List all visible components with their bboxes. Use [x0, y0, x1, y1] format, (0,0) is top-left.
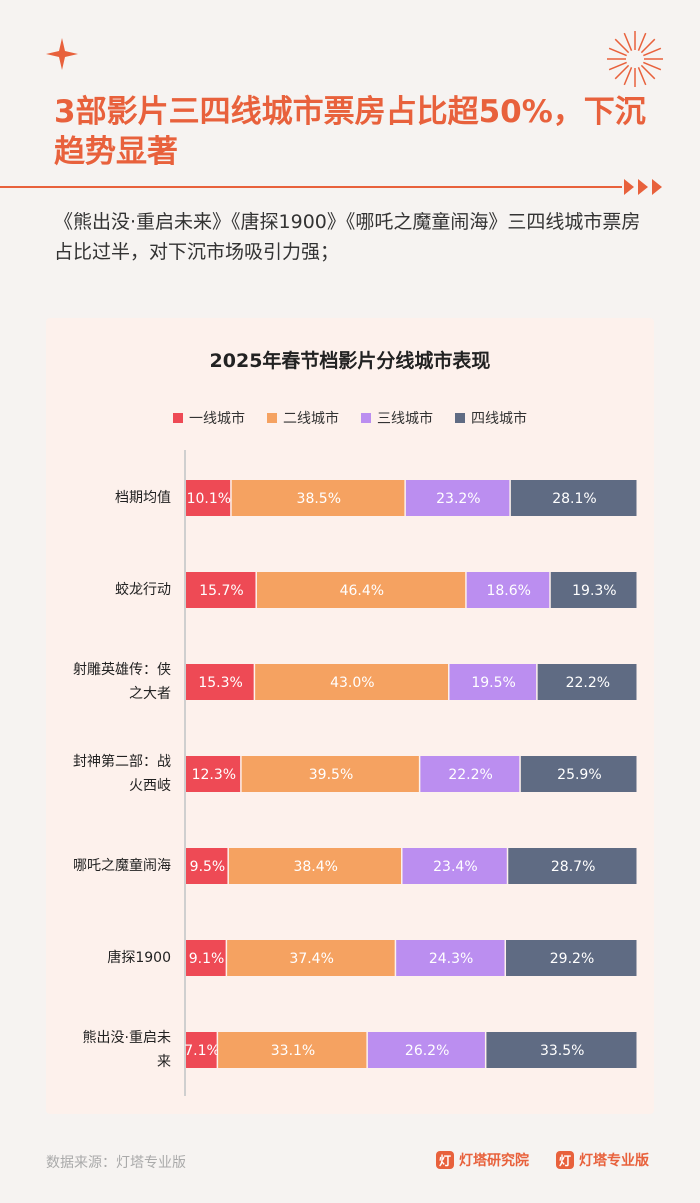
- category-label: 封神第二部：战: [73, 753, 171, 770]
- data-label: 25.9%: [557, 767, 601, 783]
- bar-segment: [508, 848, 637, 884]
- category-label: 来: [157, 1054, 171, 1070]
- data-label: 9.1%: [189, 951, 225, 967]
- data-source: 数据来源：灯塔专业版: [46, 1155, 186, 1171]
- bar-segment: [231, 480, 405, 516]
- bar-segment: [486, 1032, 637, 1068]
- bar-segment: [520, 756, 637, 792]
- legend-item: 三线城市: [361, 408, 433, 428]
- bar-segment: [256, 572, 466, 608]
- bar-segment: [449, 664, 537, 700]
- data-label: 19.3%: [572, 583, 616, 599]
- legend-swatch: [267, 413, 277, 423]
- bar-segment: [186, 572, 256, 608]
- data-label: 15.7%: [199, 583, 243, 599]
- data-label: 22.2%: [566, 675, 610, 691]
- bar-segment: [255, 664, 449, 700]
- bar-segment: [227, 940, 395, 976]
- data-label: 33.5%: [540, 1043, 584, 1059]
- bar-segment: [186, 1032, 217, 1068]
- bar-segment: [228, 848, 402, 884]
- bar-segment: [186, 480, 231, 516]
- data-label: 18.6%: [486, 583, 530, 599]
- data-label: 43.0%: [330, 675, 374, 691]
- divider-line: [0, 186, 622, 188]
- bar-segment: [550, 572, 637, 608]
- lighthouse-icon: 灯: [556, 1151, 574, 1169]
- bar-segment: [186, 664, 254, 700]
- logo-research-label: 灯塔研究院: [459, 1153, 529, 1169]
- category-label: 射雕英雄传：侠: [73, 661, 171, 678]
- bar-segment: [186, 940, 226, 976]
- bar-segment: [396, 940, 505, 976]
- bar-segment: [186, 848, 228, 884]
- triple-arrow-icon: [624, 179, 662, 195]
- category-label: 档期均值: [115, 490, 171, 506]
- data-label: 26.2%: [405, 1043, 449, 1059]
- legend-swatch: [361, 413, 371, 423]
- data-label: 23.2%: [436, 491, 480, 507]
- sparkle-icon: [46, 38, 78, 70]
- page-subtitle: 《熊出没·重启未来》《唐探1900》《哪吒之魔童闹海》三四线城市票房占比过半，对…: [54, 211, 641, 263]
- bar-segment: [402, 848, 507, 884]
- bar-segment: [420, 756, 520, 792]
- legend-label: 三线城市: [377, 411, 433, 427]
- bar-segment: [405, 480, 510, 516]
- logo-research: 灯 灯塔研究院: [436, 1150, 529, 1170]
- chart-title: 2025年春节档影片分线城市表现: [209, 350, 491, 372]
- bar-segment: [537, 664, 637, 700]
- legend-label: 二线城市: [283, 411, 339, 427]
- data-label: 28.7%: [551, 859, 595, 875]
- bar-segment: [186, 756, 241, 792]
- data-label: 33.1%: [271, 1043, 315, 1059]
- stacked-bar-chart: 档期均值 10.1% 38.5% 23.2% 28.1% 蛟龙行动 15.7% 46.4% 18…: [73, 450, 637, 1096]
- data-label: 38.5%: [297, 491, 341, 507]
- chart-legend: 一线城市 二线城市 三线城市 四线城市: [46, 408, 654, 428]
- data-label: 28.1%: [552, 491, 596, 507]
- legend-item: 一线城市: [173, 408, 245, 428]
- data-label: 37.4%: [289, 951, 333, 967]
- legend-label: 四线城市: [471, 411, 527, 427]
- category-label: 火西岐: [129, 778, 171, 794]
- legend-swatch: [173, 413, 183, 423]
- bar-segment: [367, 1032, 485, 1068]
- chart-card: 2025年春节档影片分线城市表现 一线城市 二线城市 三线城市 四线城市 档期均值 10…: [46, 318, 654, 1114]
- category-label: 熊出没·重启未: [83, 1030, 171, 1046]
- category-label: 蛟龙行动: [115, 582, 171, 598]
- page-headline: 3部影片三四线城市票房占比超50%，下沉趋势显著: [54, 94, 646, 170]
- data-label: 19.5%: [471, 675, 515, 691]
- data-label: 22.2%: [448, 767, 492, 783]
- data-label: 23.4%: [433, 859, 477, 875]
- data-label: 24.3%: [429, 951, 473, 967]
- logo-pro: 灯 灯塔专业版: [556, 1150, 649, 1170]
- bar-segment: [506, 940, 637, 976]
- bar-segment: [510, 480, 637, 516]
- legend-item: 四线城市: [455, 408, 527, 428]
- data-label: 9.5%: [190, 859, 226, 875]
- data-label: 10.1%: [187, 491, 231, 507]
- data-label: 38.4%: [293, 859, 337, 875]
- data-label: 46.4%: [340, 583, 384, 599]
- data-label: 15.3%: [198, 675, 242, 691]
- legend-label: 一线城市: [189, 411, 245, 427]
- bar-segment: [466, 572, 550, 608]
- bar-segment: [218, 1032, 367, 1068]
- legend-swatch: [455, 413, 465, 423]
- data-label: 29.2%: [550, 951, 594, 967]
- data-label: 7.1%: [184, 1043, 220, 1059]
- bar-segment: [241, 756, 419, 792]
- logo-pro-label: 灯塔专业版: [579, 1153, 649, 1169]
- lighthouse-icon: 灯: [436, 1151, 454, 1169]
- legend-item: 二线城市: [267, 408, 339, 428]
- data-label: 12.3%: [192, 767, 236, 783]
- data-label: 39.5%: [309, 767, 353, 783]
- category-label: 唐探1900: [107, 949, 171, 966]
- category-label: 哪吒之魔童闹海: [73, 857, 171, 874]
- firework-icon: [607, 31, 663, 87]
- category-label: 之大者: [129, 686, 171, 702]
